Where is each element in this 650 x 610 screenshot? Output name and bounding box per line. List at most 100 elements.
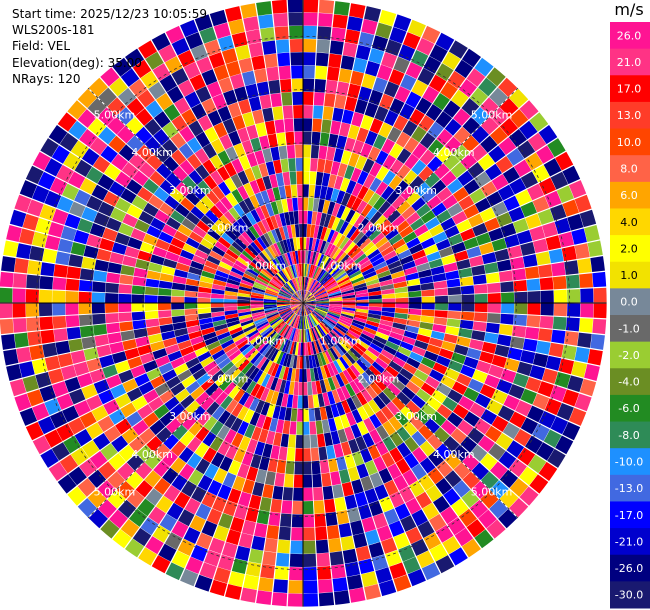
velocity-gate	[348, 438, 360, 454]
velocity-gate	[292, 237, 298, 251]
velocity-gate	[26, 274, 41, 289]
velocity-gate	[153, 404, 170, 419]
velocity-gate	[261, 249, 272, 262]
velocity-gate	[237, 303, 251, 307]
velocity-gate	[311, 211, 318, 225]
velocity-gate	[288, 381, 295, 395]
velocity-gate	[451, 89, 469, 108]
velocity-gate	[361, 371, 374, 385]
velocity-gate	[330, 430, 341, 445]
velocity-gate	[339, 122, 351, 137]
velocity-gate	[399, 368, 414, 381]
velocity-gate	[221, 232, 235, 245]
velocity-gate	[271, 363, 280, 377]
velocity-gate	[353, 231, 365, 244]
velocity-gate	[262, 551, 277, 566]
velocity-gate	[362, 353, 375, 365]
velocity-gate	[100, 67, 120, 87]
velocity-gate	[303, 210, 308, 224]
velocity-gate	[356, 463, 369, 479]
velocity-gate	[411, 345, 426, 357]
velocity-gate	[44, 398, 62, 416]
velocity-gate	[77, 372, 94, 388]
velocity-gate	[527, 183, 544, 201]
velocity-gate	[391, 215, 406, 228]
velocity-gate	[57, 352, 74, 368]
velocity-gate	[140, 70, 159, 89]
velocity-gate	[419, 321, 434, 331]
velocity-gate	[364, 323, 379, 332]
velocity-gate	[198, 281, 213, 289]
velocity-gate	[296, 315, 301, 329]
velocity-gate	[153, 460, 170, 478]
velocity-gate	[81, 336, 97, 350]
velocity-gate	[403, 32, 421, 50]
velocity-gate	[475, 232, 492, 246]
velocity-gate	[448, 295, 462, 303]
velocity-gate	[351, 276, 365, 284]
velocity-gate	[218, 261, 233, 271]
velocity-gate	[29, 245, 45, 262]
velocity-gate	[514, 303, 528, 315]
velocity-gate	[126, 98, 145, 117]
velocity-gate	[158, 231, 174, 244]
velocity-gate	[344, 261, 357, 272]
velocity-gate	[380, 185, 395, 201]
colorbar-scale: 26.021.017.013.010.08.06.04.02.01.00.0-1…	[610, 22, 650, 609]
velocity-gate	[250, 300, 264, 303]
velocity-gate	[276, 303, 290, 306]
velocity-gate	[213, 22, 231, 39]
velocity-gate	[401, 260, 416, 271]
velocity-gate	[273, 13, 288, 27]
velocity-gate	[327, 417, 337, 432]
velocity-gate	[267, 347, 277, 360]
velocity-gate	[435, 63, 454, 81]
velocity-gate	[259, 497, 272, 512]
velocity-gate	[388, 520, 405, 537]
velocity-gate	[451, 352, 466, 365]
velocity-gate	[444, 118, 462, 136]
velocity-gate	[194, 14, 213, 32]
velocity-gate	[22, 213, 39, 231]
velocity-gate	[316, 366, 324, 381]
velocity-gate	[105, 282, 119, 293]
velocity-gate	[565, 317, 580, 332]
velocity-gate	[490, 480, 509, 499]
velocity-gate	[228, 224, 241, 238]
velocity-gate	[282, 420, 291, 435]
velocity-gate	[19, 407, 38, 426]
velocity-gate	[25, 165, 44, 185]
velocity-gate	[509, 109, 529, 128]
velocity-gate	[307, 278, 313, 291]
velocity-gate	[3, 240, 19, 257]
velocity-gate	[540, 303, 554, 316]
velocity-gate	[102, 364, 118, 379]
velocity-gate	[198, 317, 213, 325]
velocity-gate	[318, 323, 328, 335]
velocity-gate	[279, 240, 287, 254]
velocity-gate	[423, 350, 439, 362]
velocity-gate	[65, 291, 79, 303]
velocity-gate	[213, 64, 230, 81]
velocity-gate	[375, 150, 389, 166]
velocity-gate	[328, 53, 342, 68]
velocity-gate	[283, 284, 294, 295]
velocity-gate	[225, 192, 238, 207]
velocity-gate	[156, 92, 174, 111]
velocity-gate	[377, 327, 391, 336]
velocity-gate	[501, 303, 515, 314]
velocity-gate	[237, 305, 251, 310]
colorbar-tick-label: -1.0	[618, 322, 639, 335]
velocity-gate	[177, 224, 192, 237]
velocity-gate	[217, 265, 231, 275]
velocity-gate	[405, 91, 422, 109]
velocity-gate	[224, 177, 237, 192]
velocity-gate	[508, 458, 527, 478]
velocity-gate	[315, 305, 329, 309]
velocity-gate	[229, 271, 243, 280]
velocity-gate	[394, 351, 409, 363]
velocity-gate	[330, 361, 339, 376]
grid-layer	[0, 0, 607, 607]
velocity-gate	[574, 346, 590, 363]
velocity-gate	[312, 284, 323, 295]
